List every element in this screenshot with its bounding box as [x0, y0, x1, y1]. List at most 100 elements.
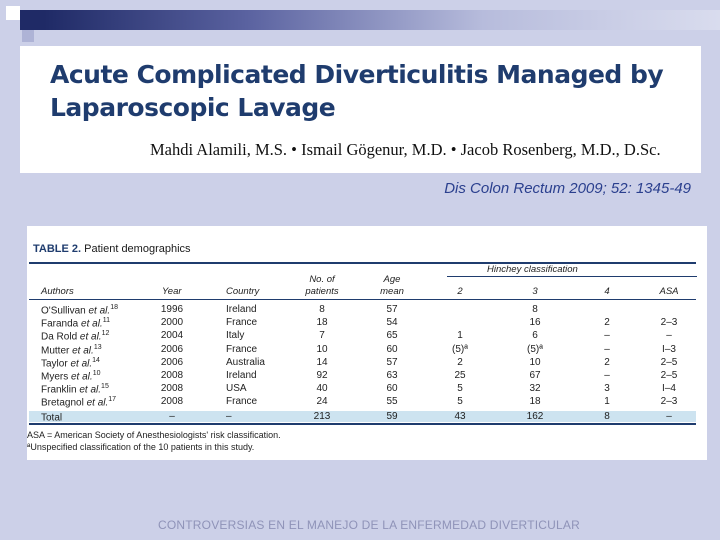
footnote-asa: ASA = American Society of Anesthesiologi… [27, 430, 281, 440]
reference-number: 11 [102, 317, 110, 325]
header-gradient-bar [44, 10, 720, 30]
table-row-3-author: Da Rold et al.12 [41, 330, 109, 342]
col-hinchey-2: 2 [457, 286, 463, 297]
table-row-5-n: 14 [316, 356, 328, 368]
table-row-3-h3: 6 [532, 330, 538, 342]
table-row-5-h3: 10 [529, 356, 541, 368]
total-row-highlight [29, 411, 696, 422]
author-name: Faranda et al. [41, 318, 103, 330]
table-row-2-age: 54 [386, 317, 398, 329]
table-row-8-h4: 1 [604, 396, 610, 408]
col-hinchey-4: 4 [604, 286, 610, 297]
table-row-4-asa: I–3 [662, 343, 676, 355]
table-row-3-h2: 1 [457, 330, 463, 342]
table-row-5-author: Taylor et al.14 [41, 357, 100, 369]
table-row-8-year: 2008 [160, 396, 184, 408]
table-row-8-country: France [226, 396, 258, 408]
article-title: Acute Complicated Diverticulitis Managed… [50, 60, 664, 122]
et-al-text: et al. [81, 318, 103, 330]
table-row-6-h4: – [604, 370, 610, 381]
table-total-h3: 162 [526, 411, 544, 422]
table-total-n: 213 [313, 411, 331, 422]
table-row-6-h2: 25 [454, 370, 466, 381]
table-row-7-n: 40 [316, 383, 328, 395]
table-total-h2: 43 [454, 411, 466, 422]
table-total-age: 59 [386, 411, 398, 422]
table-row-4-country: France [226, 343, 258, 355]
table-row-2-asa: 2–3 [660, 317, 678, 329]
reference-number: 18 [110, 304, 118, 311]
table-total-asa: – [666, 411, 672, 422]
table-total-country: – [226, 411, 232, 422]
table-row-7-asa: I–4 [662, 383, 676, 395]
demographics-table: TABLE 2. Patient demographics Hinchey cl… [27, 226, 707, 460]
reference-number: 15 [101, 383, 109, 391]
et-al-text: et al. [71, 371, 93, 383]
footnote-unspecified: ªUnspecified classification of the 10 pa… [27, 442, 255, 452]
table-row-4-age: 60 [386, 343, 398, 355]
article-authors: Mahdi Alamili, M.S. • Ismail Gögenur, M.… [150, 140, 661, 159]
table-row-3-asa: – [666, 330, 672, 342]
table-row-3-year: 2004 [160, 330, 184, 342]
table-row-8-author: Bretagnol et al.17 [41, 396, 116, 408]
col-hinchey-3: 3 [532, 286, 538, 297]
table-row-3-h4: – [604, 330, 610, 342]
et-al-text: et al. [86, 397, 109, 409]
col-patients-line2: patients [305, 286, 339, 297]
table-row-7-year: 2008 [160, 383, 184, 395]
table-row-7-h2: 5 [457, 383, 463, 395]
table-total-year: – [169, 411, 175, 422]
table-total-h4: 8 [604, 411, 610, 422]
reference-number: 17 [108, 396, 117, 404]
author-name: Mutter et al. [41, 344, 94, 356]
table-row-4-author: Mutter et al.13 [41, 344, 102, 356]
hinchey-header: Hinchey classification [487, 264, 578, 275]
reference-number: 13 [93, 343, 102, 351]
table-row-1-country: Ireland [226, 304, 257, 315]
table-row-8-asa: 2–3 [660, 396, 678, 408]
author-name: Myers et al. [41, 371, 93, 383]
table-row-7-h3: 32 [529, 383, 541, 395]
table-row-4-n: 10 [316, 343, 328, 355]
reference-number: 14 [92, 356, 100, 364]
col-patients-line1: No. of [309, 274, 335, 285]
et-al-text: et al. [79, 331, 102, 343]
col-country: Country [226, 286, 260, 297]
hinchey-underline [447, 276, 697, 277]
article-header-panel: Acute Complicated Diverticulitis Managed… [20, 46, 701, 173]
author-name: Da Rold et al. [41, 331, 102, 343]
table-row-1-author: O'Sullivan et al.18 [41, 304, 118, 316]
et-al-text: et al. [70, 358, 93, 370]
table-row-4-h3: (5)ª [527, 343, 543, 355]
table-top-rule [29, 262, 696, 264]
table-row-7-author: Franklin et al.15 [41, 383, 109, 395]
author-name: Franklin et al. [41, 384, 102, 396]
table-row-8-age: 55 [386, 396, 398, 408]
table-row-7-age: 60 [386, 383, 398, 395]
table-row-7-country: USA [226, 383, 247, 395]
table-row-2-h4: 2 [604, 317, 610, 329]
table-row-5-country: Australia [226, 356, 265, 368]
table-total-author: Total [41, 411, 62, 423]
slide-footer: CONTROVERSIAS EN EL MANEJO DE LA ENFERME… [158, 518, 580, 532]
table-row-5-asa: 2–5 [660, 356, 678, 368]
table-row-1-year: 1996 [160, 304, 184, 315]
table-caption-text: Patient demographics [84, 243, 191, 255]
table-row-5-age: 57 [386, 356, 398, 368]
deco-square-white [6, 6, 20, 20]
et-al-text: et al. [72, 344, 94, 356]
table-caption-label: TABLE 2. [33, 243, 82, 255]
author-name: Total [41, 412, 63, 424]
table-row-4-h2: (5)ª [452, 343, 468, 355]
table-row-8-h3: 18 [529, 396, 541, 408]
table-row-3-age: 65 [386, 330, 398, 342]
table-row-5-h2: 2 [457, 356, 463, 368]
table-row-4-year: 2006 [160, 343, 184, 355]
table-row-2-year: 2000 [160, 317, 184, 329]
table-row-6-age: 63 [386, 370, 398, 381]
table-row-8-n: 24 [316, 396, 328, 408]
reference-number: 12 [101, 330, 110, 338]
table-row-8-h2: 5 [457, 396, 463, 408]
table-row-1-age: 57 [386, 304, 398, 315]
table-row-6-n: 92 [316, 370, 328, 381]
